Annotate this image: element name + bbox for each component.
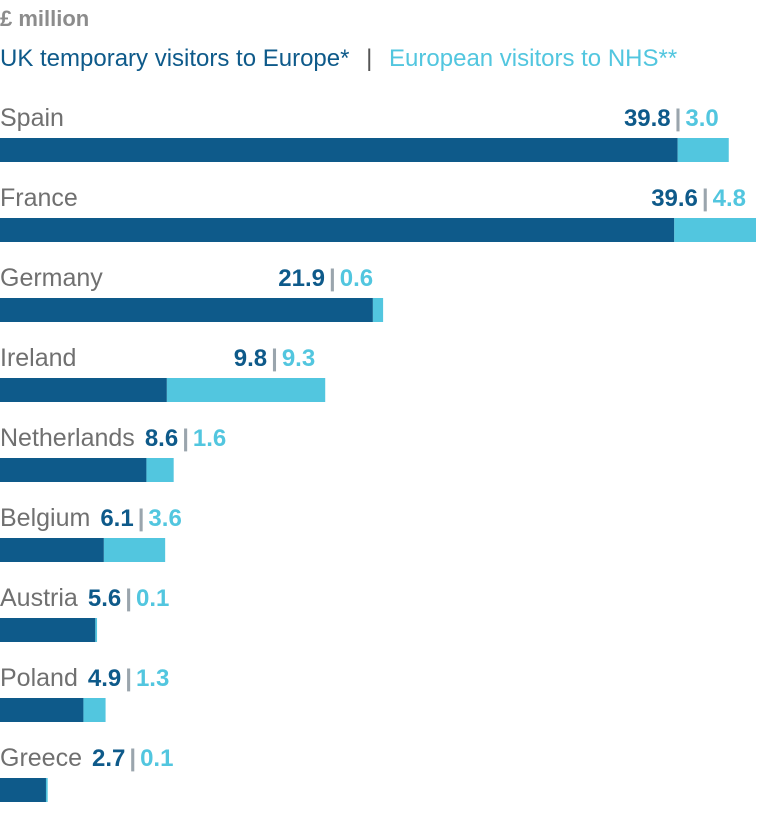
legend-separator: | bbox=[366, 45, 372, 72]
bar-nhs-poland bbox=[83, 698, 106, 722]
value-separator-germany: | bbox=[329, 265, 336, 292]
value-separator-spain: | bbox=[675, 105, 682, 132]
value-nhs-netherlands: 1.6 bbox=[193, 425, 226, 452]
value-separator-poland: | bbox=[125, 665, 132, 692]
value-nhs-belgium: 3.6 bbox=[148, 505, 181, 532]
bar-uk-poland bbox=[0, 698, 84, 722]
bar-uk-austria bbox=[0, 618, 96, 642]
value-nhs-ireland: 9.3 bbox=[282, 345, 315, 372]
bar-row-germany: Germany 21.9 | 0.6 bbox=[0, 264, 384, 322]
bar-nhs-ireland bbox=[166, 378, 326, 402]
category-label-austria: Austria bbox=[0, 584, 78, 612]
category-label-ireland: Ireland bbox=[0, 344, 76, 372]
category-label-spain: Spain bbox=[0, 104, 64, 132]
bar-nhs-austria bbox=[95, 618, 98, 642]
value-label-netherlands: 8.6 | 1.6 bbox=[145, 425, 226, 452]
value-nhs-spain: 3.0 bbox=[685, 105, 718, 132]
value-separator-france: | bbox=[702, 185, 709, 212]
value-separator-belgium: | bbox=[138, 505, 145, 532]
bar-row-ireland: Ireland 9.8 | 9.3 bbox=[0, 344, 326, 402]
value-label-greece: 2.7 | 0.1 bbox=[92, 745, 173, 772]
legend-series-uk-visitors: UK temporary visitors to Europe* bbox=[0, 45, 349, 72]
bar-row-greece: Greece 2.7 | 0.1 bbox=[0, 744, 173, 802]
bar-uk-germany bbox=[0, 298, 373, 322]
bar-row-poland: Poland 4.9 | 1.3 bbox=[0, 664, 169, 722]
value-uk-austria: 5.6 bbox=[88, 585, 121, 612]
value-separator-ireland: | bbox=[271, 345, 278, 372]
bar-nhs-germany bbox=[372, 298, 384, 322]
legend: UK temporary visitors to Europe* | Europ… bbox=[0, 45, 677, 72]
category-label-belgium: Belgium bbox=[0, 504, 90, 532]
bar-nhs-netherlands bbox=[146, 458, 174, 482]
value-label-ireland: 9.8 | 9.3 bbox=[234, 345, 315, 372]
value-nhs-poland: 1.3 bbox=[136, 665, 169, 692]
bar-uk-belgium bbox=[0, 538, 104, 562]
bar-row-france: France 39.6 | 4.8 bbox=[0, 184, 756, 242]
bar-uk-france bbox=[0, 218, 675, 242]
value-uk-belgium: 6.1 bbox=[100, 505, 133, 532]
category-label-germany: Germany bbox=[0, 264, 103, 292]
bar-nhs-greece bbox=[45, 778, 48, 802]
value-label-france: 39.6 | 4.8 bbox=[651, 185, 746, 212]
bar-row-belgium: Belgium 6.1 | 3.6 bbox=[0, 504, 182, 562]
value-separator-netherlands: | bbox=[182, 425, 189, 452]
value-label-austria: 5.6 | 0.1 bbox=[88, 585, 169, 612]
value-label-germany: 21.9 | 0.6 bbox=[278, 265, 373, 292]
value-uk-greece: 2.7 bbox=[92, 745, 125, 772]
bar-row-netherlands: Netherlands 8.6 | 1.6 bbox=[0, 424, 226, 482]
value-nhs-greece: 0.1 bbox=[140, 745, 173, 772]
value-nhs-france: 4.8 bbox=[713, 185, 746, 212]
value-uk-netherlands: 8.6 bbox=[145, 425, 178, 452]
category-label-netherlands: Netherlands bbox=[0, 424, 135, 452]
value-nhs-germany: 0.6 bbox=[340, 265, 373, 292]
value-uk-poland: 4.9 bbox=[88, 665, 121, 692]
bar-nhs-france bbox=[674, 218, 756, 242]
unit-label: £ million bbox=[0, 6, 89, 31]
legend-series-european-visitors: European visitors to NHS** bbox=[389, 45, 677, 72]
value-separator-greece: | bbox=[129, 745, 136, 772]
value-uk-germany: 21.9 bbox=[278, 265, 325, 292]
value-uk-ireland: 9.8 bbox=[234, 345, 267, 372]
category-label-poland: Poland bbox=[0, 664, 78, 692]
category-label-greece: Greece bbox=[0, 744, 82, 772]
bar-row-austria: Austria 5.6 | 0.1 bbox=[0, 584, 169, 642]
bar-nhs-belgium bbox=[103, 538, 166, 562]
bar-uk-spain bbox=[0, 138, 678, 162]
value-uk-france: 39.6 bbox=[651, 185, 698, 212]
bar-nhs-spain bbox=[677, 138, 729, 162]
value-label-spain: 39.8 | 3.0 bbox=[624, 105, 719, 132]
value-label-poland: 4.9 | 1.3 bbox=[88, 665, 169, 692]
bar-uk-greece bbox=[0, 778, 46, 802]
bar-uk-netherlands bbox=[0, 458, 147, 482]
bar-uk-ireland bbox=[0, 378, 167, 402]
value-separator-austria: | bbox=[125, 585, 132, 612]
bar-row-spain: Spain 39.8 | 3.0 bbox=[0, 104, 729, 162]
value-nhs-austria: 0.1 bbox=[136, 585, 169, 612]
category-label-france: France bbox=[0, 184, 78, 212]
value-uk-spain: 39.8 bbox=[624, 105, 671, 132]
value-label-belgium: 6.1 | 3.6 bbox=[100, 505, 181, 532]
